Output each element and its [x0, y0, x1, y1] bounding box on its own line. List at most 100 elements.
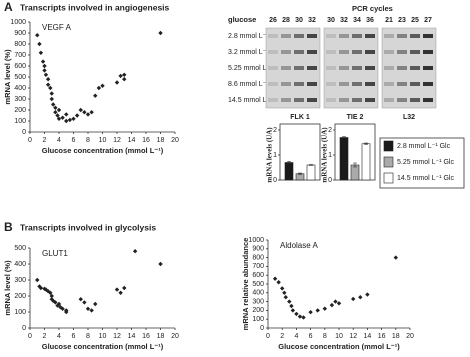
gel-band [365, 50, 375, 54]
x-tick-label: 10 [99, 137, 107, 144]
gel-band [281, 50, 291, 54]
y-tick-label: 700 [252, 263, 264, 270]
chart-title: GLUT1 [42, 249, 68, 258]
gel-band [384, 66, 394, 70]
gel-band [365, 34, 375, 38]
point [122, 77, 127, 82]
gel-band [281, 82, 291, 86]
error-bar [298, 172, 302, 175]
gel-band [268, 66, 278, 70]
x-tick-label: 0 [28, 137, 32, 144]
legend-label: 2.8 mmol L⁻¹ Glc [397, 143, 451, 150]
gel-band [384, 34, 394, 38]
cycle-label: 34 [353, 17, 361, 24]
x-tick-label: 18 [392, 333, 400, 340]
y-tick-label: 400 [14, 261, 26, 268]
cycle-label: 32 [308, 17, 316, 24]
point [42, 68, 47, 73]
y-tick-label: 500 [14, 74, 26, 81]
gel-band [307, 66, 317, 70]
point [51, 102, 56, 107]
point [93, 93, 98, 98]
x-tick-label: 12 [349, 333, 357, 340]
x-tick-label: 6 [72, 137, 76, 144]
x-tick-label: 4 [57, 137, 61, 144]
point [64, 118, 69, 124]
x-tick-label: 12 [113, 333, 121, 340]
gel-band [410, 50, 420, 54]
gel-panel: PCR cycles glucose [228, 4, 393, 24]
gel-band [365, 66, 375, 70]
gel-band [294, 82, 304, 86]
point [56, 116, 62, 121]
chart-title: VEGF A [42, 23, 72, 32]
x-tick-label: 10 [335, 333, 343, 340]
panel-title: Transcripts involved in glycolysis [20, 222, 156, 232]
point [45, 77, 51, 82]
point [43, 72, 49, 77]
gel-band [339, 66, 349, 70]
point [78, 297, 83, 302]
point [276, 280, 281, 285]
y-tick-label: 0 [328, 177, 332, 184]
point [322, 306, 327, 311]
point [53, 300, 58, 305]
point [49, 91, 54, 96]
point [308, 309, 313, 315]
gel-band [268, 34, 278, 38]
gel-band [294, 66, 304, 70]
y-tick-label: 1000 [248, 237, 264, 244]
gel-band [365, 98, 375, 102]
point [53, 105, 58, 110]
gel-band [423, 34, 433, 38]
gel-band [326, 98, 336, 102]
chart-title: TIE 2 [347, 114, 364, 121]
x-tick-label: 18 [157, 333, 165, 340]
point [38, 285, 44, 291]
x-axis-label: Glucose concentration (mmol L⁻¹) [42, 146, 164, 155]
bar [284, 162, 294, 181]
panel-label: B [4, 220, 13, 234]
y-tick-label: 900 [252, 246, 264, 253]
point [48, 85, 53, 91]
y-tick-label: 100 [14, 118, 26, 125]
gel-band [268, 50, 278, 54]
y-tick-label: 200 [14, 293, 26, 300]
cycle-label: 21 [385, 17, 393, 24]
point [132, 249, 138, 254]
gel-band [423, 98, 433, 102]
legend-frame [379, 137, 465, 189]
point [55, 303, 60, 308]
point [351, 296, 356, 302]
point [55, 113, 60, 118]
point [158, 30, 163, 36]
gel-band [339, 82, 349, 86]
y-tick-label: 400 [252, 290, 264, 297]
point [85, 112, 91, 117]
point [35, 277, 40, 283]
y-tick-label: 300 [14, 277, 26, 284]
gel-band [423, 82, 433, 86]
point [48, 290, 53, 295]
gel-band [294, 50, 304, 54]
gel-band [294, 98, 304, 102]
bar [339, 137, 349, 181]
point [38, 50, 44, 55]
point [282, 290, 287, 295]
cycle-label: 28 [282, 17, 290, 24]
y-tick-label: 2 [328, 127, 332, 134]
gel-band [307, 34, 317, 38]
y-axis-label: mRNA level (%) [3, 260, 12, 316]
point [122, 72, 127, 77]
error-bar [353, 162, 357, 168]
gel-band [410, 66, 420, 70]
x-axis-label: Glucose concentration (mmol L⁻¹) [42, 342, 164, 351]
point [333, 299, 338, 304]
point [96, 85, 102, 91]
gel-band [307, 82, 317, 86]
x-tick-label: 2 [43, 333, 47, 340]
point [283, 295, 288, 300]
point [45, 82, 51, 87]
gene-label: L32 [403, 114, 415, 121]
